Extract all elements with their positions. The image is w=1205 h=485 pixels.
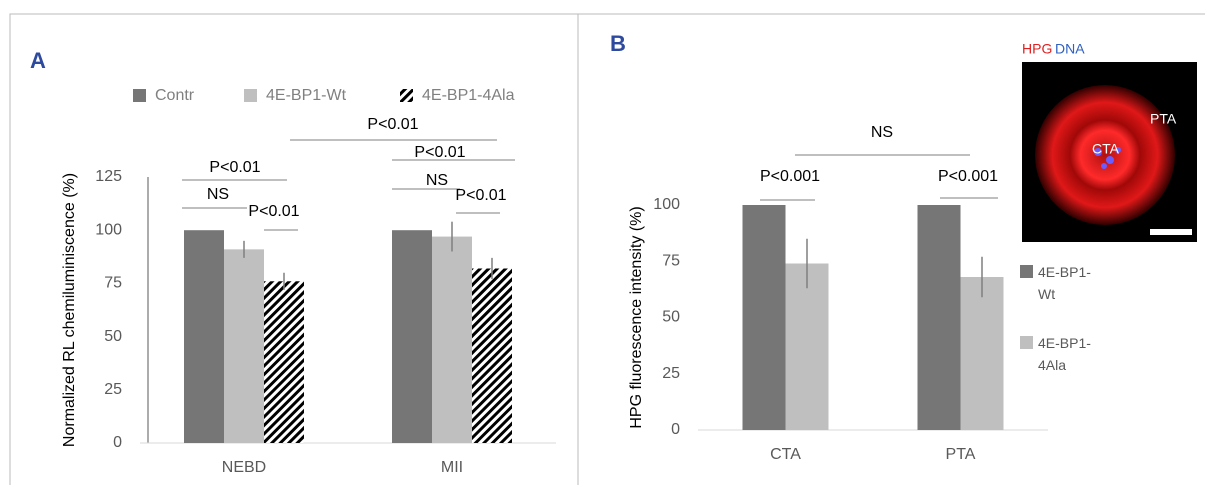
panel-label: A — [30, 48, 46, 73]
y-tick-label: 100 — [653, 196, 680, 213]
x-tick-label: PTA — [946, 446, 976, 463]
significance-label: NS — [871, 124, 893, 141]
bar — [264, 281, 304, 443]
bar — [785, 263, 829, 430]
dna-spot — [1094, 148, 1102, 156]
y-axis-label: Normalized RL chemiluminiscence (%) — [61, 173, 78, 447]
legend-label: 4E-BP1-4Ala — [1038, 335, 1091, 373]
region-label: CTA — [1092, 141, 1120, 157]
frame — [9, 13, 1205, 485]
significance-label: P<0.01 — [209, 159, 260, 176]
significance-label: NS — [426, 172, 448, 189]
legend-label: Contr — [155, 87, 195, 104]
y-tick-label: 0 — [113, 434, 122, 451]
legend-label: 4E-BP1-Wt — [266, 87, 347, 104]
y-axis-label: HPG fluorescence intensity (%) — [628, 206, 645, 428]
legend-swatch — [244, 89, 257, 102]
y-tick-label: 25 — [104, 381, 122, 398]
bar — [742, 205, 786, 430]
dna-spot — [1101, 163, 1107, 169]
significance-label: P<0.01 — [414, 144, 465, 161]
panel-label: B — [610, 31, 626, 56]
significance-label: P<0.01 — [455, 187, 506, 204]
x-tick-label: CTA — [770, 446, 801, 463]
dna-spot — [1115, 147, 1121, 153]
y-tick-label: 100 — [95, 221, 122, 238]
legend-swatch — [133, 89, 146, 102]
significance-label: P<0.01 — [367, 116, 418, 133]
legend-swatch — [1020, 265, 1033, 278]
legend-swatch — [400, 89, 413, 102]
legend-swatch — [1020, 336, 1033, 349]
y-tick-label: 50 — [662, 309, 680, 326]
region-label: PTA — [1150, 111, 1177, 127]
channel-label: DNA — [1055, 41, 1085, 57]
bar — [917, 205, 961, 430]
y-tick-label: 0 — [671, 421, 680, 438]
x-tick-label: MII — [441, 459, 463, 476]
bar — [224, 249, 264, 443]
significance-label: P<0.001 — [760, 168, 820, 185]
dna-spot — [1106, 156, 1114, 164]
bar — [960, 277, 1004, 430]
cell — [1035, 85, 1175, 225]
y-tick-label: 50 — [104, 328, 122, 345]
channel-label: HPG — [1022, 41, 1052, 57]
y-tick-label: 75 — [104, 275, 122, 292]
legend-label: 4E-BP1-Wt — [1038, 264, 1091, 302]
significance-label: P<0.01 — [248, 203, 299, 220]
bar — [432, 236, 472, 443]
y-tick-label: 125 — [95, 168, 122, 185]
x-tick-label: NEBD — [222, 459, 266, 476]
significance-label: P<0.001 — [938, 168, 998, 185]
bar — [472, 268, 512, 443]
y-tick-label: 25 — [662, 365, 680, 382]
bar — [392, 230, 432, 443]
legend-label: 4E-BP1-4Ala — [422, 87, 515, 104]
y-tick-label: 75 — [662, 252, 680, 269]
scale-bar — [1150, 229, 1192, 235]
bar — [184, 230, 224, 443]
significance-label: NS — [207, 186, 229, 203]
